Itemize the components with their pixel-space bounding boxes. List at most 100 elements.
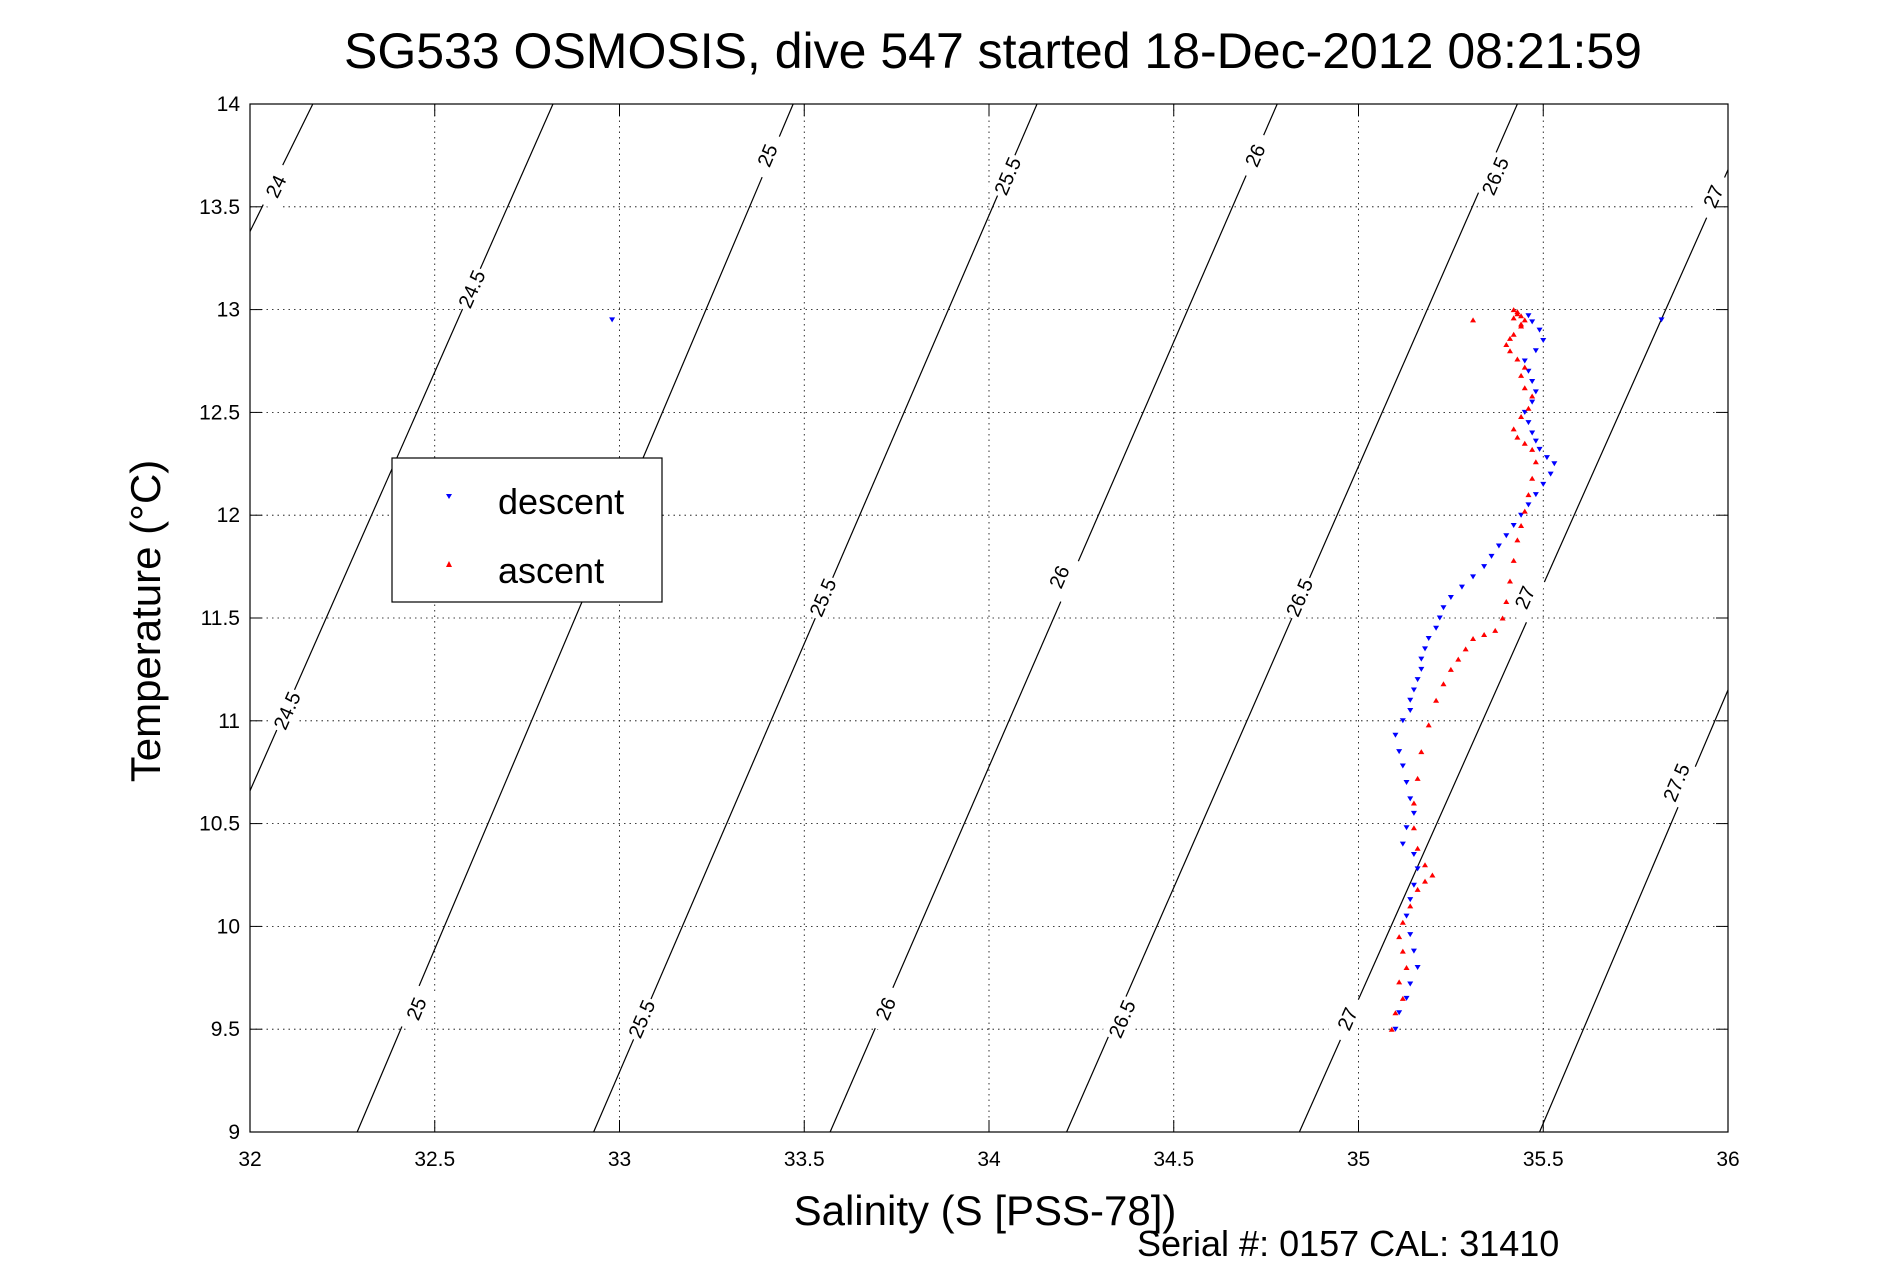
ascent-point [1518, 522, 1525, 528]
ascent-point [1396, 934, 1403, 940]
ascent-point [1407, 903, 1414, 909]
x-tick-label: 36 [1716, 1148, 1739, 1171]
y-tick-label: 11 [218, 710, 240, 733]
isopycnal-27 [1298, 169, 1729, 1133]
descent-point [1410, 948, 1417, 954]
ascent-point [1529, 393, 1536, 399]
legend-marker-descent [446, 494, 452, 499]
ascent-point [1525, 492, 1532, 498]
descent-point [1399, 841, 1406, 847]
descent-point [1425, 636, 1432, 642]
y-tick-label: 10 [217, 915, 240, 938]
y-tick-label: 10.5 [199, 813, 240, 836]
y-tick-label: 14 [217, 93, 241, 116]
descent-point [1422, 646, 1429, 652]
descent-point [1470, 574, 1477, 580]
ascent-point [1518, 414, 1525, 420]
descent-point [1525, 502, 1532, 508]
descent-point [609, 317, 616, 323]
descent-point [1536, 327, 1543, 333]
ascent-point [1447, 666, 1454, 672]
legend: descent ascent [391, 457, 663, 603]
x-tick-label: 33.5 [784, 1148, 825, 1171]
ascent-point [1410, 825, 1417, 831]
ascent-point [1514, 311, 1521, 317]
ascent-point [1510, 331, 1517, 337]
ascent-point [1414, 845, 1421, 851]
descent-point [1410, 810, 1417, 816]
isopycnal-label-bg [986, 150, 1029, 202]
descent-point [1396, 1010, 1403, 1016]
isopycnal-label-bg [802, 572, 844, 623]
descent-point [1532, 348, 1539, 354]
ascent-point [1506, 335, 1513, 341]
ascent-point [1506, 578, 1513, 584]
ascent-point [1422, 878, 1429, 884]
ascent-point [1433, 697, 1440, 703]
descent-point [1503, 533, 1510, 539]
descent-point [1418, 656, 1425, 662]
x-tick-label: 35 [1347, 1148, 1370, 1171]
descent-point [1396, 749, 1403, 755]
descent-point [1407, 932, 1414, 938]
descent-point [1407, 897, 1414, 903]
ascent-point [1521, 317, 1528, 323]
ascent-point [1514, 434, 1521, 440]
isopycnal-27.5 [1539, 689, 1729, 1133]
chart-title: SG533 OSMOSIS, dive 547 started 18-Dec-2… [344, 23, 1642, 79]
y-tick-label: 11.5 [201, 607, 240, 630]
ascent-point [1422, 862, 1429, 868]
ascent-point [1462, 646, 1469, 652]
descent-point [1521, 409, 1528, 415]
isopycnal-label-bg [1474, 150, 1516, 202]
descent-point [1525, 420, 1532, 426]
descent-point [1529, 399, 1536, 405]
y-axis-label: Temperature (°C) [122, 460, 169, 783]
isopycnal-26 [829, 103, 1278, 1133]
descent-point [1440, 605, 1447, 611]
ascent-point [1525, 405, 1532, 411]
ascent-point [1506, 348, 1513, 354]
ascent-point [1521, 364, 1528, 370]
ascent-point [1510, 307, 1517, 313]
ascent-point [1396, 979, 1403, 985]
ascent-point [1510, 557, 1517, 563]
descent-point [1447, 594, 1454, 600]
y-tick-label: 12.5 [199, 401, 240, 424]
descent-point [1436, 615, 1443, 621]
descent-point [1410, 882, 1417, 888]
descent-point [1414, 866, 1421, 872]
descent-point [1481, 564, 1488, 570]
x-tick-label: 34.5 [1153, 1148, 1194, 1171]
ascent-point [1470, 317, 1477, 323]
descent-point [1529, 319, 1536, 325]
ascent-point [1481, 631, 1488, 637]
ascent-point [1399, 948, 1406, 954]
ascent-point [1425, 722, 1432, 728]
descent-point [1403, 825, 1410, 831]
isopycnal-label-bg [1278, 572, 1321, 623]
legend-box [391, 457, 663, 603]
descent-point [1518, 512, 1525, 518]
descent-point [1410, 851, 1417, 857]
descent-point [1392, 732, 1399, 738]
ascent-point [1532, 459, 1539, 465]
ascent-point [1399, 919, 1406, 925]
ascent-point [1521, 508, 1528, 514]
descent-point [1536, 446, 1543, 452]
x-tick-label: 32 [238, 1148, 261, 1171]
isopycnal-label-bg [1326, 993, 1369, 1045]
legend-marker-ascent [446, 561, 452, 567]
descent-point [1658, 317, 1665, 323]
legend-label-ascent: ascent [498, 550, 604, 591]
isopycnal-contours [249, 103, 1729, 1133]
descent-point [1403, 995, 1410, 1001]
ascent-point [1514, 356, 1521, 362]
isopycnal-25 [356, 103, 794, 1133]
data-points [609, 307, 1665, 1032]
ascent-point [1414, 886, 1421, 892]
ascent-point [1499, 615, 1506, 621]
descent-point [1529, 379, 1536, 385]
descent-point [1399, 718, 1406, 724]
